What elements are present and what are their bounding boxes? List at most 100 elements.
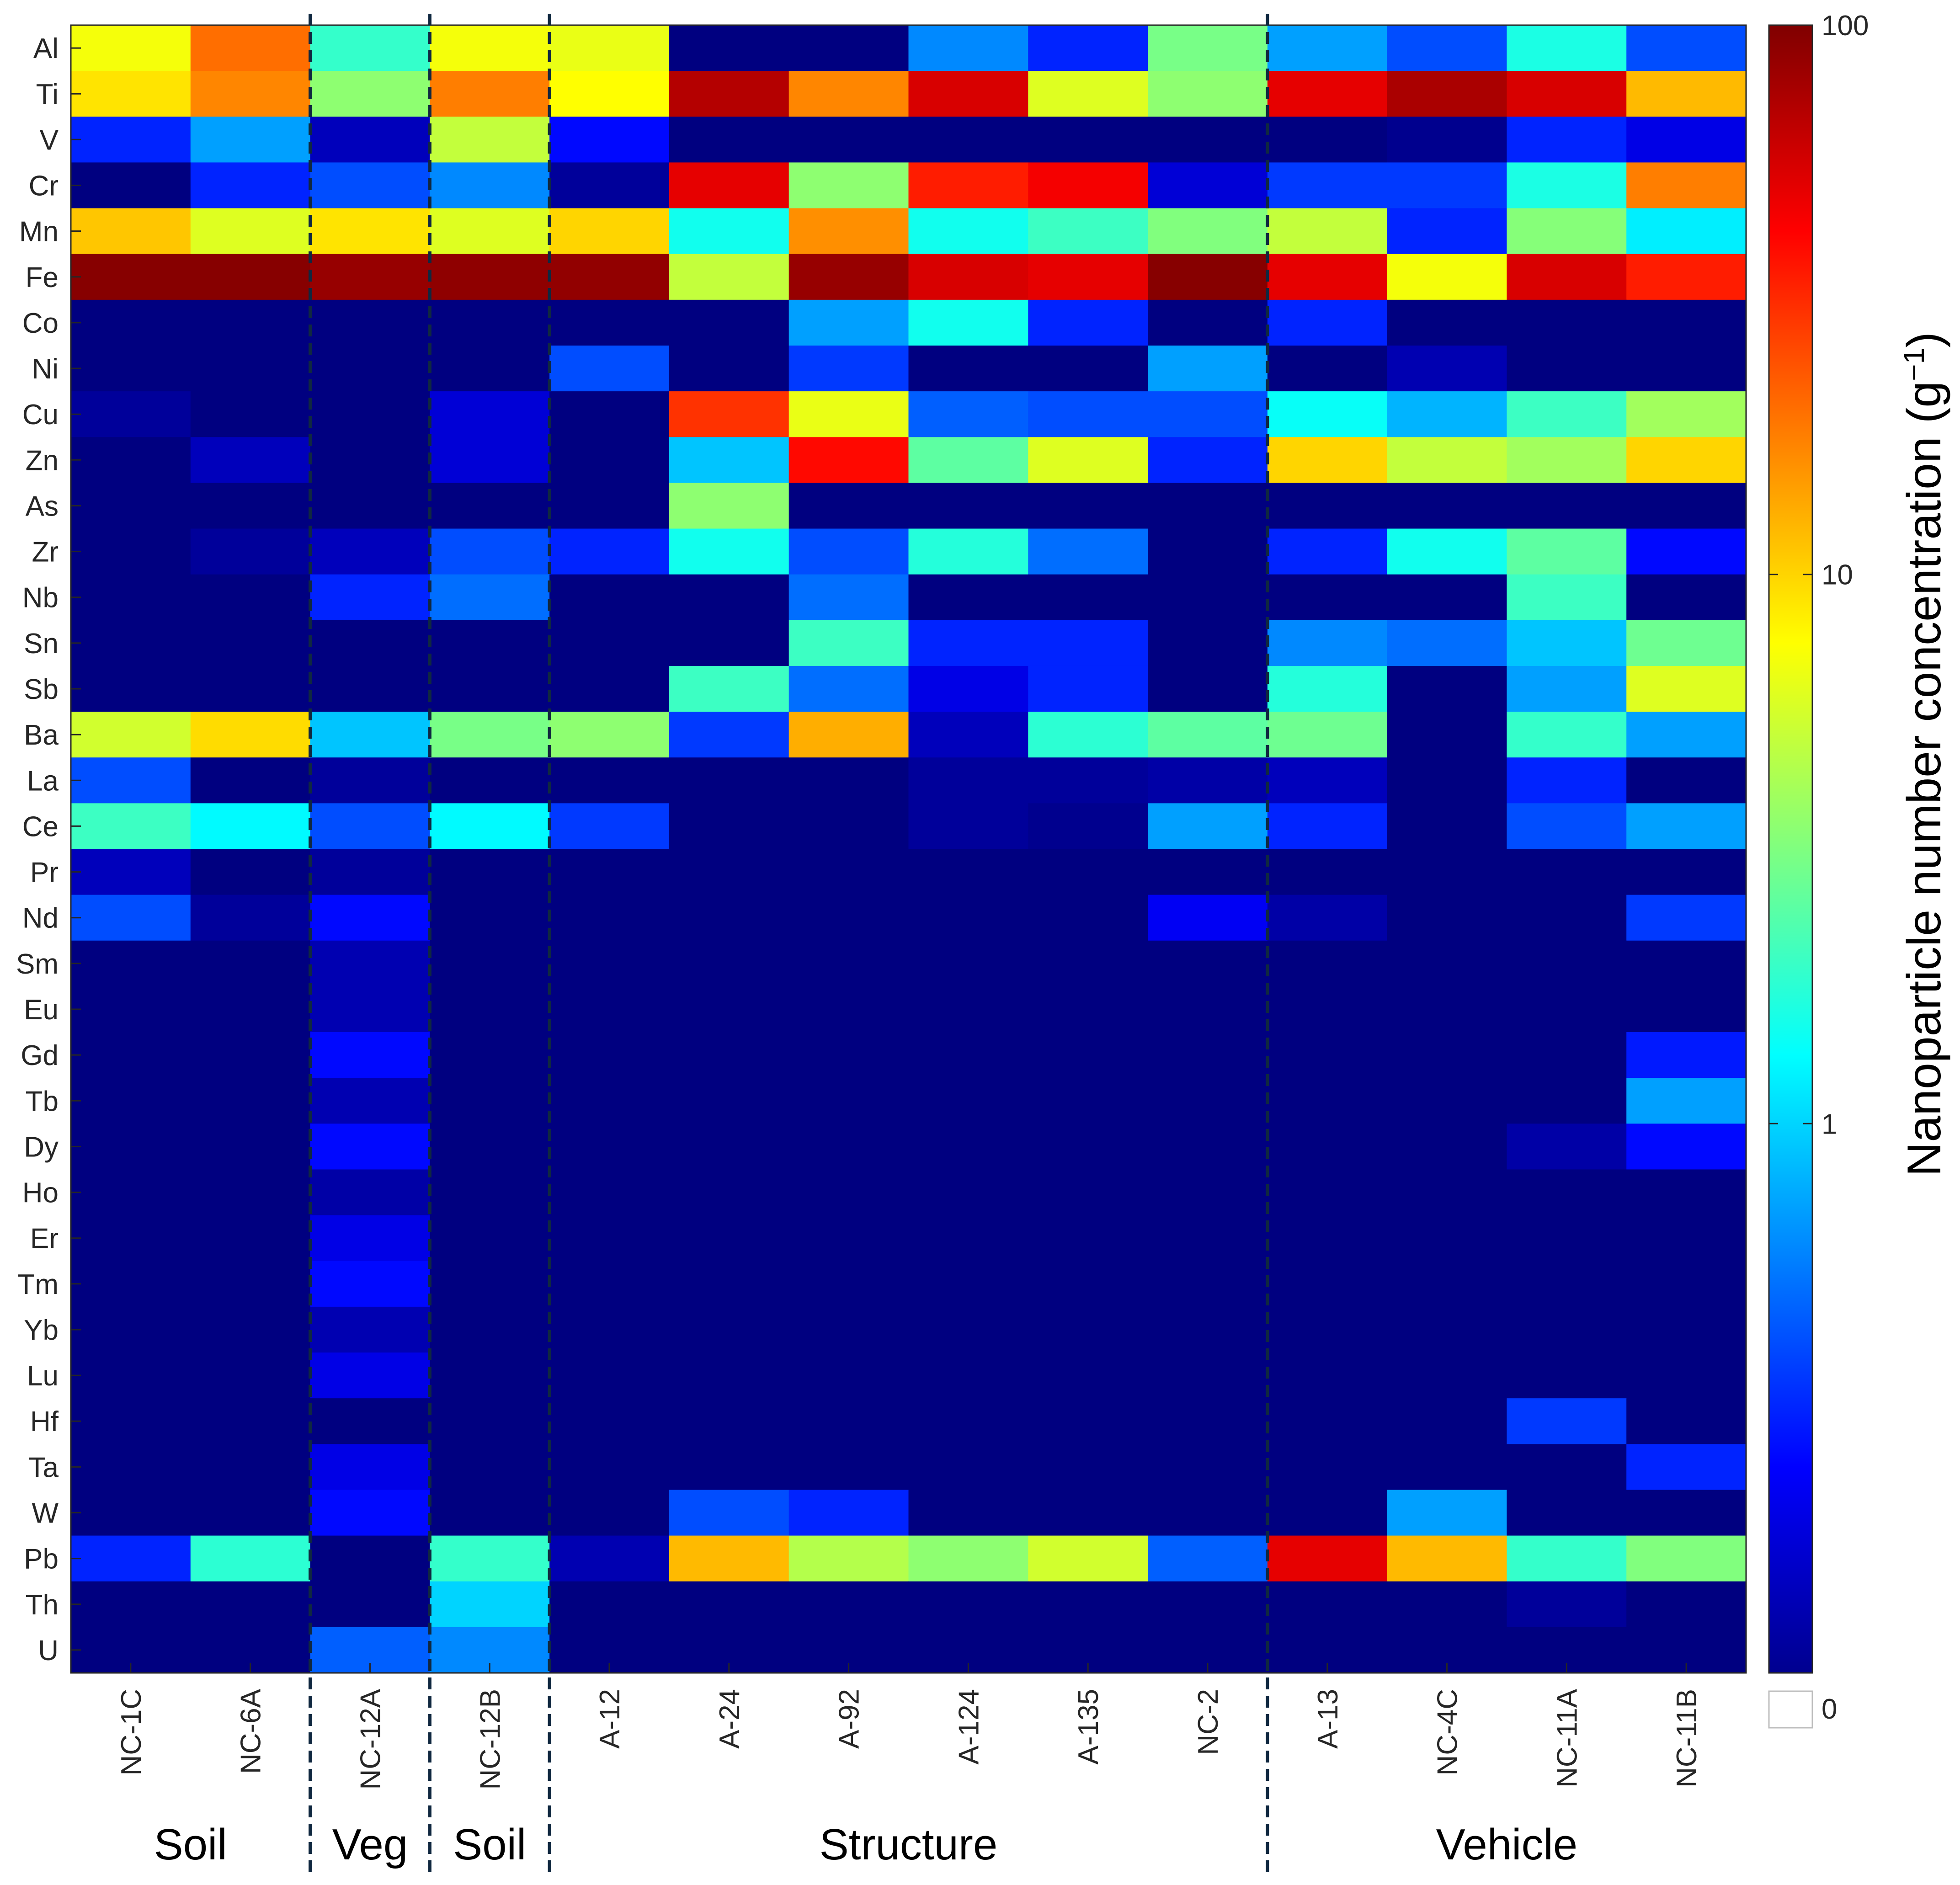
heatmap-cell xyxy=(1148,71,1268,117)
heatmap-cell xyxy=(1267,254,1388,300)
row-label: Cu xyxy=(22,399,59,431)
colorbar: 100 10 1 0 Nanoparticle number concentrati… xyxy=(1768,10,1951,1729)
heatmap-cell xyxy=(549,1535,670,1582)
heatmap-cell xyxy=(190,1306,311,1353)
heatmap-cell xyxy=(669,299,789,346)
heatmap-cell xyxy=(1267,1398,1388,1444)
heatmap-cell xyxy=(430,254,550,300)
heatmap-cell xyxy=(430,25,550,71)
heatmap-cell xyxy=(908,940,1028,987)
heatmap-cell xyxy=(1507,208,1627,255)
row-label: Ta xyxy=(29,1452,59,1483)
heatmap-cell xyxy=(1148,1306,1268,1353)
heatmap-cell xyxy=(1267,1078,1388,1124)
heatmap-cell xyxy=(669,849,789,895)
heatmap-cell xyxy=(788,254,909,300)
heatmap-cell xyxy=(1028,1398,1148,1444)
heatmap-cell xyxy=(71,1535,191,1582)
heatmap-cell xyxy=(788,1444,909,1491)
heatmap-cell xyxy=(549,1398,670,1444)
heatmap-cell xyxy=(1387,117,1507,163)
heatmap-cell xyxy=(908,1581,1028,1628)
heatmap-cell xyxy=(71,1490,191,1536)
column-label: NC-11B xyxy=(1671,1689,1703,1788)
heatmap-cell xyxy=(1387,254,1507,300)
heatmap-cell xyxy=(1507,940,1627,987)
heatmap-cell xyxy=(310,712,430,758)
row-label: Sb xyxy=(24,674,59,705)
heatmap-cell xyxy=(1028,940,1148,987)
heatmap-cell xyxy=(71,254,191,300)
heatmap-cell xyxy=(1626,1169,1747,1216)
heatmap-cell xyxy=(310,1398,430,1444)
heatmap-cell xyxy=(190,1169,311,1216)
heatmap-cell xyxy=(71,391,191,437)
heatmap-cell xyxy=(1626,1215,1747,1262)
heatmap-cell xyxy=(669,1581,789,1628)
heatmap-cell xyxy=(1507,1306,1627,1353)
heatmap-cell xyxy=(430,437,550,483)
heatmap-cell xyxy=(1267,208,1388,255)
heatmap-cell xyxy=(190,986,311,1033)
heatmap-cell xyxy=(1028,1078,1148,1124)
row-label: Sm xyxy=(16,948,59,980)
heatmap-cell xyxy=(310,849,430,895)
heatmap-cell xyxy=(71,712,191,758)
group-labels: Soil Veg Soil Structure Vehicle xyxy=(154,1820,1577,1869)
heatmap-cell xyxy=(908,528,1028,575)
heatmap-cell xyxy=(1507,574,1627,621)
heatmap-cell xyxy=(310,1215,430,1262)
heatmap-cell xyxy=(788,666,909,712)
column-label: A-135 xyxy=(1073,1689,1104,1764)
heatmap-cell xyxy=(1387,757,1507,804)
heatmap-cell xyxy=(1387,849,1507,895)
heatmap-cell xyxy=(669,254,789,300)
heatmap-cell xyxy=(788,162,909,209)
heatmap-cell xyxy=(1148,1353,1268,1399)
heatmap-cell xyxy=(788,345,909,392)
heatmap-cell xyxy=(71,1353,191,1399)
group-label: Vehicle xyxy=(1436,1820,1578,1869)
heatmap-cell xyxy=(190,391,311,437)
heatmap-cell xyxy=(310,1261,430,1307)
heatmap-cell xyxy=(1267,391,1388,437)
heatmap-cell xyxy=(549,117,670,163)
heatmap-cell xyxy=(788,1535,909,1582)
heatmap-cell xyxy=(1028,1490,1148,1536)
row-label: Tm xyxy=(17,1269,59,1300)
heatmap-cell xyxy=(908,117,1028,163)
heatmap-cell xyxy=(1148,162,1268,209)
heatmap-cell xyxy=(71,25,191,71)
heatmap-cell xyxy=(549,1306,670,1353)
heatmap-cell xyxy=(1028,712,1148,758)
heatmap-cell xyxy=(430,1078,550,1124)
heatmap-cell xyxy=(788,574,909,621)
heatmap-cell xyxy=(310,1169,430,1216)
heatmap-cell xyxy=(1148,712,1268,758)
heatmap-cell xyxy=(1267,849,1388,895)
heatmap-cell xyxy=(1626,757,1747,804)
row-label: Lu xyxy=(27,1360,59,1392)
heatmap-cell xyxy=(1626,1261,1747,1307)
heatmap-cell xyxy=(1028,1581,1148,1628)
row-labels: Al Ti V Cr Mn Fe Co Ni Cu Zn As Zr Nb Sn Sb Ba La Ce Pr Nd S… xyxy=(16,33,81,1667)
heatmap-cell xyxy=(908,437,1028,483)
heatmap-cell xyxy=(1387,712,1507,758)
heatmap-cell xyxy=(430,1535,550,1582)
row-label: W xyxy=(32,1498,59,1529)
row-label: Ti xyxy=(36,79,59,110)
heatmap-cell xyxy=(310,1306,430,1353)
heatmap-cell xyxy=(310,1490,430,1536)
heatmap-cell xyxy=(1626,1398,1747,1444)
row-label: Th xyxy=(26,1589,59,1621)
heatmap-cell xyxy=(430,986,550,1033)
heatmap-cell xyxy=(430,895,550,941)
heatmap-cell xyxy=(549,483,670,529)
row-label: U xyxy=(38,1635,59,1667)
heatmap-cell xyxy=(549,895,670,941)
heatmap-cell xyxy=(71,620,191,666)
row-label: Zn xyxy=(26,445,59,476)
heatmap-cell xyxy=(1507,437,1627,483)
heatmap-cell xyxy=(1387,1306,1507,1353)
